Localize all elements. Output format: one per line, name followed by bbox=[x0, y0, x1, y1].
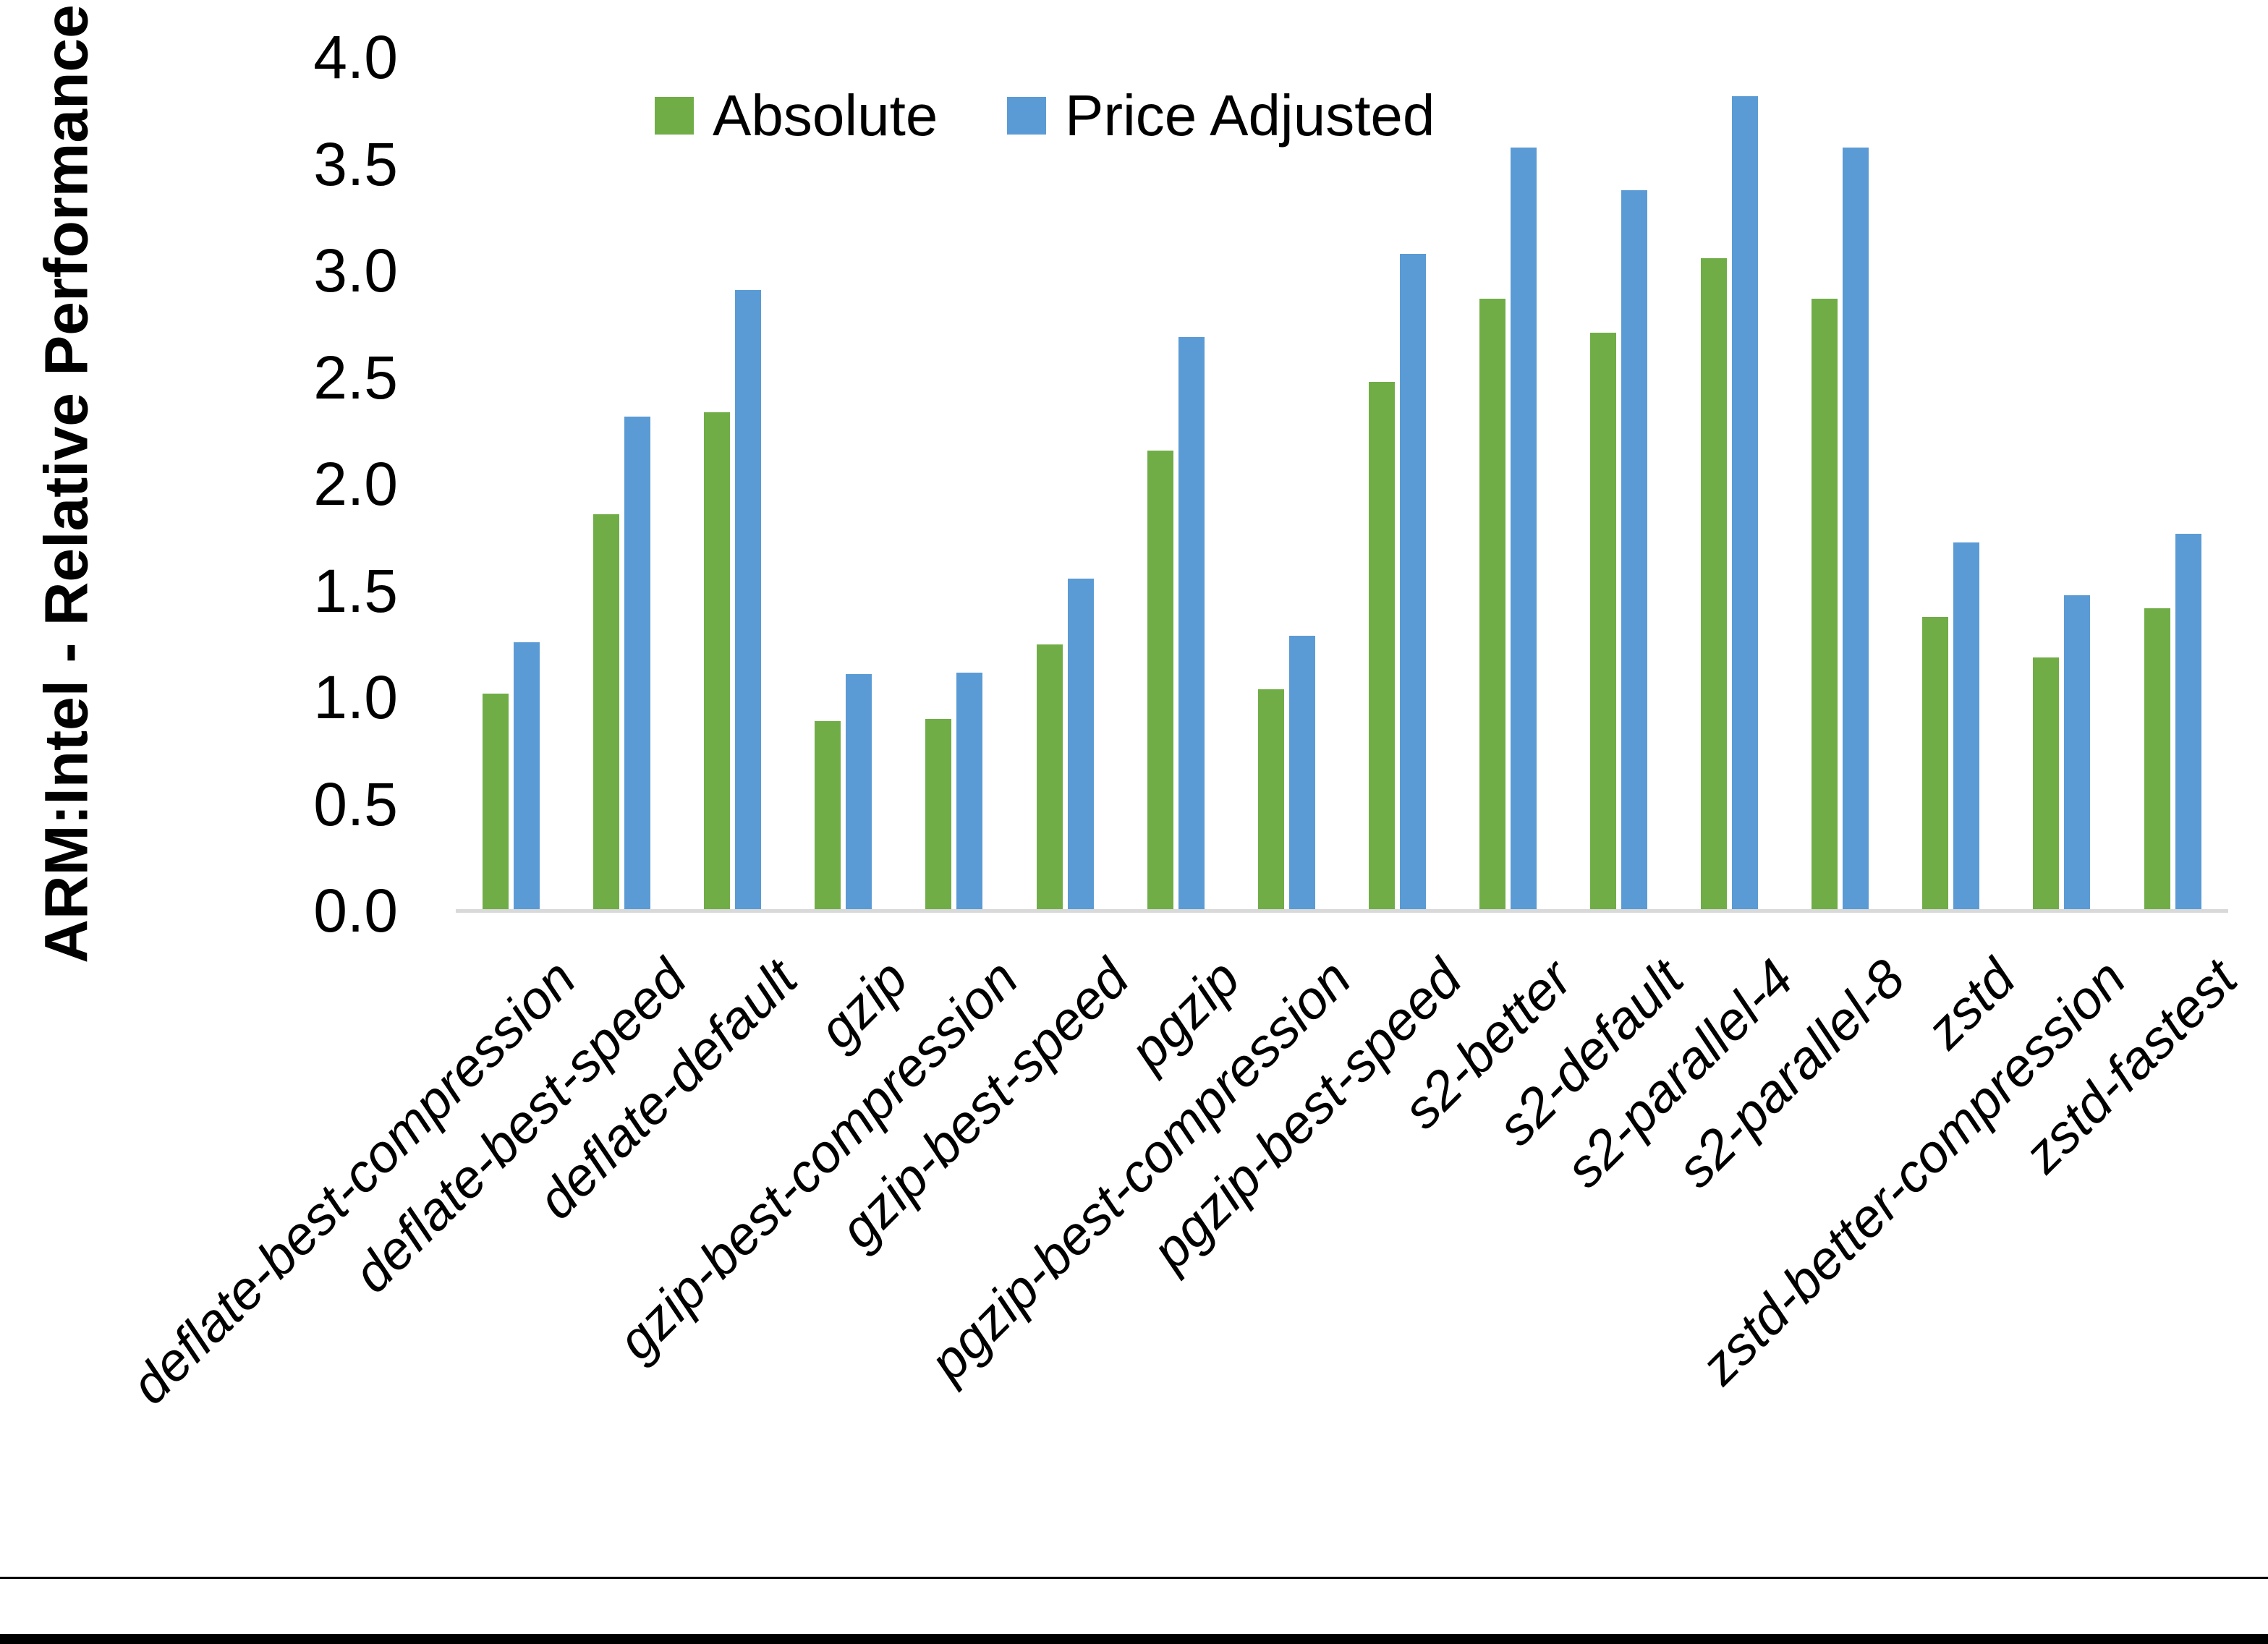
bar-absolute-zstd-fastest bbox=[2144, 608, 2170, 909]
bar-absolute-s2-parallel-4 bbox=[1701, 258, 1727, 909]
bar-absolute-gzip-best-compression bbox=[925, 719, 951, 909]
y-tick-label-2.5: 2.5 bbox=[313, 343, 398, 412]
bar-absolute-s2-default bbox=[1590, 333, 1616, 909]
bar-absolute-s2-parallel-8 bbox=[1812, 299, 1838, 909]
bar-price-adjusted-pgzip-best-compression bbox=[1289, 636, 1315, 909]
legend-swatch-price-adjusted bbox=[1007, 97, 1046, 135]
x-category-label-deflate-best-compression: deflate-best-compression bbox=[119, 947, 587, 1415]
bar-absolute-gzip-best-speed bbox=[1037, 644, 1063, 909]
legend-swatch-absolute bbox=[655, 97, 694, 135]
bar-absolute-zstd bbox=[1922, 617, 1948, 909]
bar-price-adjusted-gzip-best-compression bbox=[956, 673, 982, 909]
bar-absolute-pgzip bbox=[1147, 451, 1173, 909]
bar-price-adjusted-gzip bbox=[846, 674, 872, 909]
bar-absolute-s2-better bbox=[1479, 299, 1505, 909]
y-tick-label-1.0: 1.0 bbox=[313, 663, 398, 731]
bar-absolute-gzip bbox=[815, 721, 841, 909]
y-tick-label-0.5: 0.5 bbox=[313, 770, 398, 838]
bottom-border-bar bbox=[0, 1634, 2268, 1644]
bar-price-adjusted-zstd bbox=[1953, 542, 1979, 909]
y-tick-label-2.0: 2.0 bbox=[313, 450, 398, 518]
bar-price-adjusted-gzip-best-speed bbox=[1068, 579, 1094, 909]
bar-price-adjusted-s2-better bbox=[1511, 148, 1537, 909]
bar-absolute-pgzip-best-speed bbox=[1369, 382, 1395, 909]
bar-price-adjusted-zstd-better-compression bbox=[2064, 595, 2090, 909]
bar-absolute-deflate-best-speed bbox=[593, 514, 619, 909]
bar-price-adjusted-pgzip-best-speed bbox=[1400, 254, 1426, 909]
legend-label-absolute: Absolute bbox=[713, 83, 938, 148]
bar-price-adjusted-s2-parallel-4 bbox=[1732, 96, 1758, 909]
bar-absolute-deflate-best-compression bbox=[483, 694, 509, 909]
bar-absolute-zstd-better-compression bbox=[2033, 657, 2059, 909]
legend-label-price-adjusted: Price Adjusted bbox=[1065, 83, 1435, 148]
bar-absolute-deflate-default bbox=[704, 412, 730, 909]
bar-price-adjusted-deflate-default bbox=[735, 290, 761, 909]
bar-price-adjusted-deflate-best-compression bbox=[514, 642, 540, 909]
x-axis-line bbox=[456, 909, 2228, 913]
y-tick-label-4.0: 4.0 bbox=[313, 23, 398, 91]
bar-price-adjusted-zstd-fastest bbox=[2175, 534, 2201, 909]
bar-price-adjusted-s2-default bbox=[1621, 190, 1647, 909]
bar-price-adjusted-pgzip bbox=[1178, 337, 1205, 909]
y-tick-label-1.5: 1.5 bbox=[313, 556, 398, 625]
bar-price-adjusted-deflate-best-speed bbox=[624, 417, 650, 909]
y-axis-title: ARM:Intel - Relative Performance bbox=[32, 4, 101, 963]
y-tick-label-3.0: 3.0 bbox=[313, 237, 398, 304]
y-tick-label-0.0: 0.0 bbox=[313, 877, 398, 945]
y-tick-label-3.5: 3.5 bbox=[313, 129, 398, 198]
bottom-thin-rule bbox=[0, 1577, 2268, 1579]
bar-absolute-pgzip-best-compression bbox=[1258, 689, 1284, 909]
bar-price-adjusted-s2-parallel-8 bbox=[1843, 148, 1869, 909]
